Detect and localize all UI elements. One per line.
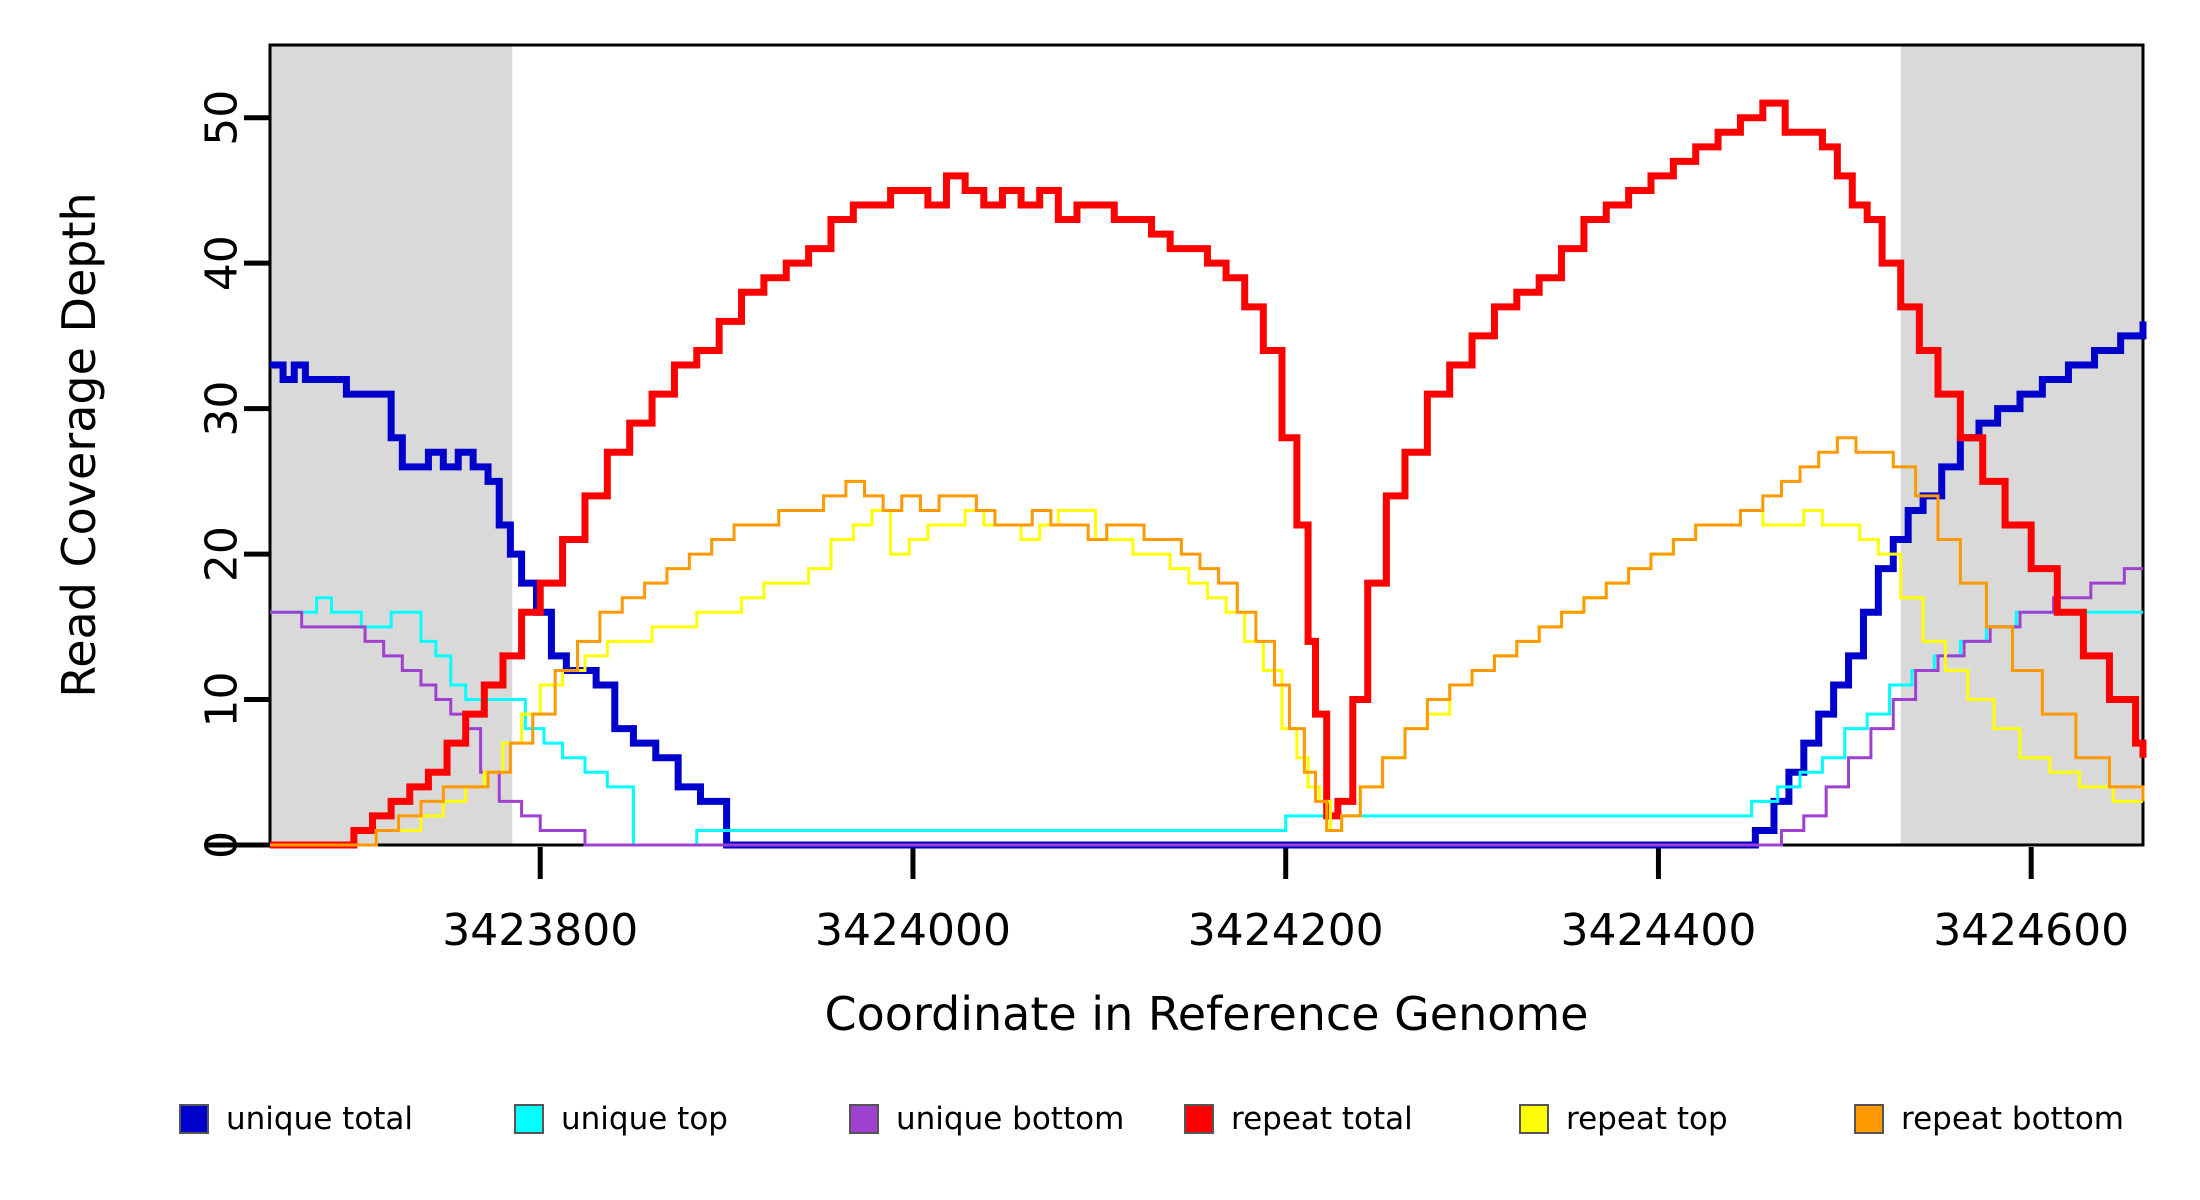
series-repeat-top: [270, 508, 2143, 847]
y-tick-label-10: 10: [197, 672, 248, 728]
legend-item-unique-total[interactable]: unique total: [179, 1101, 413, 1137]
legend-swatch: [849, 1104, 879, 1134]
legend-label: unique total: [226, 1101, 413, 1137]
legend-swatch: [1184, 1104, 1214, 1134]
x-axis-title: Coordinate in Reference Genome: [825, 987, 1589, 1041]
legend-item-unique-top[interactable]: unique top: [514, 1101, 728, 1137]
series-repeat-total: [270, 99, 2147, 849]
legend-label: repeat top: [1566, 1101, 1728, 1137]
x-tick-label-3423800: 3423800: [442, 905, 638, 956]
legend-label: unique top: [561, 1101, 728, 1137]
legend-item-unique-bottom[interactable]: unique bottom: [849, 1101, 1124, 1137]
legend-label: repeat bottom: [1901, 1101, 2124, 1137]
legend-label: repeat total: [1231, 1101, 1413, 1137]
legend-item-repeat-bottom[interactable]: repeat bottom: [1854, 1101, 2124, 1137]
plot-frame: [268, 43, 2145, 847]
x-tick-label-3424400: 3424400: [1560, 905, 1756, 956]
shaded-region-right-flank: [1900, 45, 2143, 845]
legend-swatch: [514, 1104, 544, 1134]
legend-label: unique bottom: [896, 1101, 1124, 1137]
series-unique-bottom: [270, 567, 2143, 847]
y-axis-title: Read Coverage Depth: [52, 192, 106, 697]
x-tick-label-3424200: 3424200: [1188, 905, 1384, 956]
legend-swatch: [1854, 1104, 1884, 1134]
shaded-region-left-flank: [270, 45, 513, 845]
x-tick-label-3424600: 3424600: [1933, 905, 2129, 956]
legend-item-repeat-total[interactable]: repeat total: [1184, 1101, 1413, 1137]
y-tick-label-30: 30: [197, 381, 248, 437]
x-tick-label-3424000: 3424000: [815, 905, 1011, 956]
y-tick-label-50: 50: [197, 90, 248, 146]
series-repeat-bottom: [270, 436, 2145, 847]
legend-item-repeat-top[interactable]: repeat top: [1519, 1101, 1728, 1137]
legend-swatch: [179, 1104, 209, 1134]
y-tick-label-20: 20: [197, 526, 248, 582]
y-tick-label-40: 40: [197, 235, 248, 291]
series-unique-total: [270, 321, 2147, 849]
legend-swatch: [1519, 1104, 1549, 1134]
